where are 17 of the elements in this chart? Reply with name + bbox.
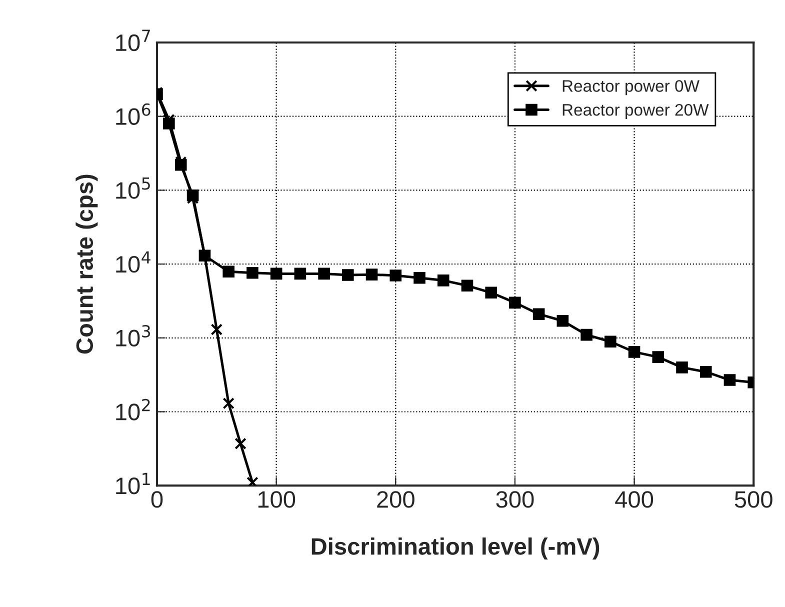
legend-label: Reactor power 0W xyxy=(562,80,700,96)
y-axis-title: Count rate (cps) xyxy=(76,174,98,354)
x-tick-label: 100 xyxy=(258,491,296,508)
x-tick-label: 300 xyxy=(496,491,534,508)
y-tick-label: 10$^{4}$ xyxy=(116,251,150,273)
x-tick-label: 500 xyxy=(734,491,772,508)
y-tick-label: 10$^{1}$ xyxy=(116,472,150,494)
x-axis-title: Discrimination level (-mV) xyxy=(312,537,600,560)
y-tick-label: 10$^{6}$ xyxy=(116,103,150,125)
y-tick-label: 10$^{3}$ xyxy=(116,324,150,347)
x-tick-label: 400 xyxy=(615,491,654,508)
y-tick-label: 10$^{2}$ xyxy=(116,398,150,420)
x-tick-label: 200 xyxy=(377,491,414,508)
y-tick-label: 10$^{7}$ xyxy=(116,30,150,52)
y-tick-label: 10$^{5}$ xyxy=(116,178,150,199)
x-tick-label: 0 xyxy=(151,491,163,508)
legend-label: Reactor power 20W xyxy=(562,104,709,120)
